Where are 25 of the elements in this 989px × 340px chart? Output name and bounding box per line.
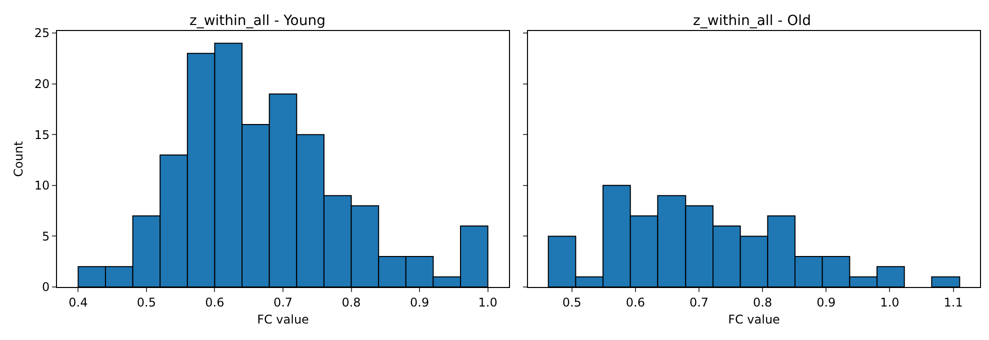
y-tick-label: 15 [34,128,50,142]
x-tick-label: 0.7 [273,295,293,310]
x-axis-title: FC value [728,312,780,326]
x-tick-label: 0.8 [753,295,772,310]
x-tick-label: 0.5 [562,295,582,310]
chart-title: z_within_all - Old [693,13,811,30]
y-tick-label: 20 [34,77,50,92]
y-tick-label: 5 [42,229,50,244]
x-tick-label: 0.9 [816,295,836,310]
x-tick-label: 0.9 [410,295,430,310]
x-tick-label: 1.0 [880,295,900,310]
x-tick-label: 0.6 [205,295,224,310]
y-tick-label: 10 [34,178,50,193]
x-tick-label: 0.6 [626,295,645,310]
y-tick-label: 0 [42,280,50,294]
x-tick-label: 0.7 [689,295,709,310]
x-axis-title: FC value [257,312,309,326]
x-tick-label: 0.5 [136,295,156,310]
y-tick-label: 25 [34,26,50,40]
x-tick-label: 0.8 [342,295,361,310]
x-tick-label: 0.4 [68,295,88,310]
chart-title: z_within_all - Young [189,13,326,30]
x-tick-label: 1.1 [944,295,963,310]
y-axis-title: Count [12,140,26,177]
x-tick-label: 1.0 [478,295,498,310]
